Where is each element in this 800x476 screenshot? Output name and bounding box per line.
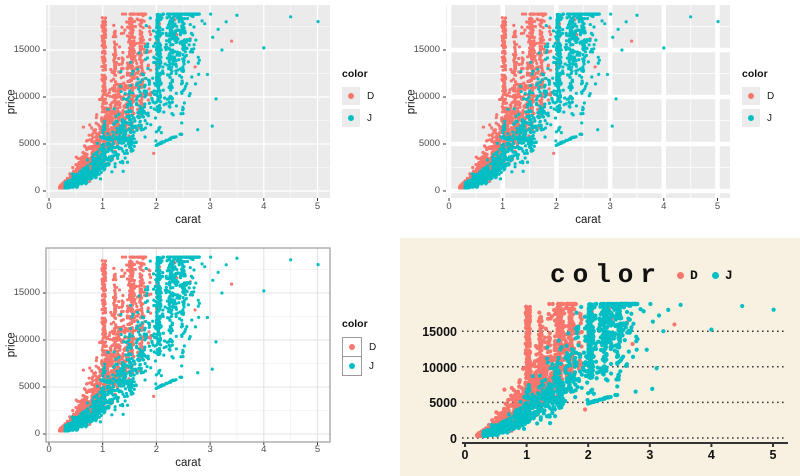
y-tick-label: 15000 <box>413 44 440 55</box>
x-tick-label: 0 <box>46 444 52 455</box>
y-axis-title: price <box>405 88 418 114</box>
legend-point-icon <box>349 344 355 350</box>
scatter-canvas-top-left <box>0 0 400 238</box>
legend-label: D <box>690 267 698 283</box>
legend: color D J <box>342 318 376 376</box>
x-tick-label: 4 <box>661 201 667 212</box>
plot-top-left: 0 1 2 3 4 5 0 5000 10000 15000 carat price color D J <box>0 0 400 238</box>
x-tick-label: 1 <box>100 444 106 455</box>
x-tick-label: 5 <box>314 444 321 455</box>
legend-point-icon <box>348 115 354 121</box>
scatter-canvas-bottom-left <box>0 238 400 476</box>
legend-entry: J <box>742 109 774 127</box>
legend-title: color <box>342 68 368 80</box>
legend-key <box>342 356 362 376</box>
y-tick-label: 10000 <box>413 91 440 102</box>
x-tick-label: 1 <box>500 201 506 212</box>
x-tick-label: 3 <box>646 448 654 462</box>
y-tick-label: 0 <box>450 432 457 446</box>
x-axis-title: carat <box>175 214 201 226</box>
x-tick-label: 2 <box>553 201 560 212</box>
x-tick-label: 5 <box>314 201 321 212</box>
legend: color D J <box>342 68 374 131</box>
scatter-canvas-bottom-right <box>400 238 800 476</box>
x-tick-label: 0 <box>446 201 452 212</box>
legend-key <box>342 87 360 105</box>
legend-label: D <box>367 90 375 102</box>
legend-entry: J <box>342 356 376 376</box>
legend-entry: D <box>342 87 374 105</box>
legend-entry: D <box>342 337 376 357</box>
x-tick-label: 4 <box>261 444 267 455</box>
y-tick-label: 15000 <box>13 287 40 298</box>
y-tick-label: 10000 <box>13 334 40 345</box>
y-tick-label: 10000 <box>422 360 457 375</box>
y-tick-label: 5000 <box>418 138 440 149</box>
legend-key <box>342 337 362 357</box>
x-tick-label: 1 <box>100 201 106 212</box>
x-tick-label: 0 <box>461 448 469 462</box>
plot-bottom-left: 0 1 2 3 4 5 0 5000 10000 15000 carat price color D J <box>0 238 400 476</box>
legend-point-icon <box>748 93 754 99</box>
x-tick-label: 3 <box>207 444 213 455</box>
y-tick-label: 5000 <box>18 381 40 392</box>
x-tick-label: 2 <box>153 201 160 212</box>
y-tick-label: 5000 <box>18 138 40 149</box>
legend-label: D <box>767 90 775 102</box>
x-tick-label: 5 <box>714 201 721 212</box>
legend: color D J <box>550 260 733 290</box>
legend-point-icon <box>677 271 685 279</box>
x-tick-label: 1 <box>523 448 531 462</box>
scatter-canvas-top-right <box>400 0 800 238</box>
x-tick-label: 3 <box>207 201 213 212</box>
legend-title: color <box>550 260 664 290</box>
legend-label: D <box>369 341 377 353</box>
x-tick-label: 2 <box>153 444 160 455</box>
legend-title: color <box>742 68 768 80</box>
x-axis-title: carat <box>575 214 601 226</box>
legend: color D J <box>742 68 774 131</box>
y-tick-label: 0 <box>34 185 40 196</box>
legend-point-icon <box>349 363 355 369</box>
y-tick-label: 5000 <box>429 396 457 411</box>
y-tick-label: 0 <box>34 428 40 439</box>
legend-entry: D <box>742 87 774 105</box>
legend-label: J <box>367 112 372 124</box>
y-axis-title: price <box>5 332 18 358</box>
legend-point-icon <box>748 115 754 121</box>
x-axis-title: carat <box>175 457 201 469</box>
legend-label: J <box>369 360 374 372</box>
y-tick-label: 15000 <box>13 44 40 55</box>
plot-top-right: 0 1 2 3 4 5 0 5000 10000 15000 carat price color D J <box>400 0 800 238</box>
legend-entry: J <box>342 109 374 127</box>
x-tick-label: 4 <box>261 201 267 212</box>
y-tick-label: 10000 <box>13 91 40 102</box>
legend-title: color <box>342 318 368 330</box>
x-tick-label: 4 <box>707 448 715 462</box>
legend-point-icon <box>711 271 719 279</box>
legend-key <box>742 87 760 105</box>
y-tick-label: 15000 <box>422 325 457 340</box>
legend-point-icon <box>348 93 354 99</box>
x-tick-label: 2 <box>584 448 592 462</box>
y-axis-title: price <box>5 88 18 114</box>
legend-label: J <box>767 112 772 124</box>
y-tick-label: 0 <box>434 185 440 196</box>
legend-key <box>342 109 360 127</box>
legend-label: J <box>724 267 733 283</box>
x-tick-label: 5 <box>769 448 777 462</box>
x-tick-label: 3 <box>607 201 613 212</box>
plot-bottom-right: 0 1 2 3 4 5 0 5000 10000 15000 color D J <box>400 238 800 476</box>
x-tick-label: 0 <box>46 201 52 212</box>
legend-key <box>742 109 760 127</box>
